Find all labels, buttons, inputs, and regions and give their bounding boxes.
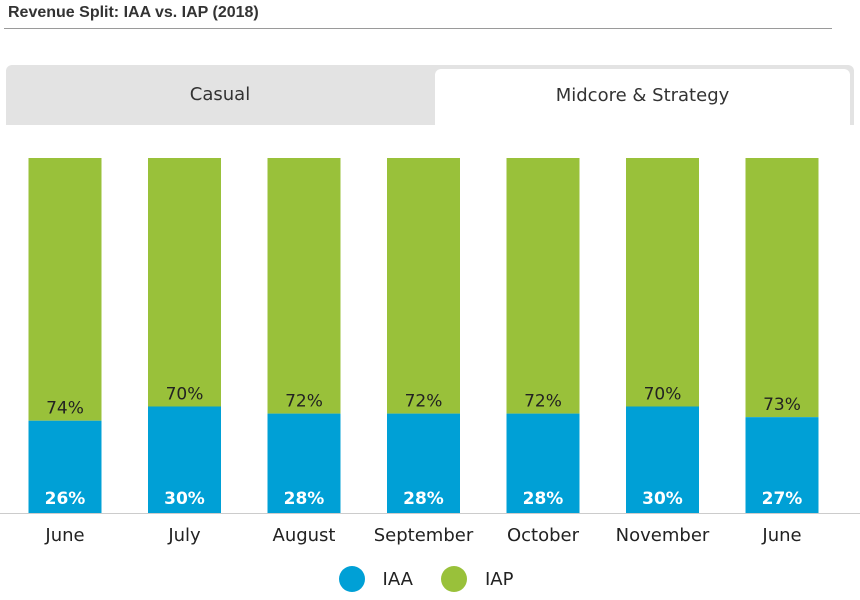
bar-iaa-4 (506, 413, 580, 513)
bar-iap-6 (745, 158, 819, 418)
tab-casual[interactable]: Casual (189, 84, 251, 105)
bar-iap-5 (626, 158, 699, 407)
data-label-iap-5: 70% (644, 385, 682, 405)
data-label-iap-6: 73% (763, 395, 801, 415)
data-label-iaa-3: 28% (403, 489, 444, 509)
x-tick-label-1: July (167, 525, 201, 546)
x-tick-label-3: September (374, 525, 474, 546)
legend-label-iaa: IAA (382, 568, 413, 590)
tab-midcore-strategy[interactable]: Midcore & Strategy (435, 69, 850, 125)
data-label-iaa-5: 30% (642, 489, 683, 509)
bar-iap-4 (506, 158, 580, 414)
x-tick-label-6: June (761, 525, 801, 546)
data-label-iap-1: 70% (166, 385, 204, 405)
data-label-iap-3: 72% (405, 392, 443, 412)
bar-iaa-2 (267, 413, 341, 513)
tab-bar: Casual Midcore & Strategy (6, 65, 854, 125)
data-label-iaa-1: 30% (164, 489, 205, 509)
legend-label-iap: IAP (484, 568, 514, 590)
bar-iaa-6 (745, 417, 819, 513)
stacked-bar-chart: 26% 74% June 30% 70% July 28% 72% August 28% 72% Se… (0, 158, 860, 546)
data-label-iaa-4: 28% (523, 489, 564, 509)
bar-iap-1 (148, 158, 221, 407)
data-label-iap-2: 72% (285, 392, 323, 412)
bar-iaa-5 (626, 406, 699, 513)
bar-iaa-3 (387, 413, 460, 513)
x-tick-label-2: August (273, 525, 336, 546)
data-label-iaa-0: 26% (45, 489, 86, 509)
data-label-iap-0: 74% (46, 399, 84, 419)
bar-iap-0 (28, 158, 102, 421)
bar-iap-3 (387, 158, 460, 414)
legend-swatch-iaa (338, 566, 365, 592)
chart-title: Revenue Split: IAA vs. IAP (2018) (8, 4, 259, 21)
x-tick-label-0: June (44, 525, 84, 546)
legend-swatch-iap (440, 566, 467, 592)
x-tick-label-5: November (616, 525, 710, 546)
bar-iap-2 (267, 158, 341, 414)
data-label-iaa-6: 27% (762, 489, 803, 509)
bar-iaa-1 (148, 406, 221, 513)
data-label-iaa-2: 28% (284, 489, 325, 509)
legend-item-iap[interactable]: IAP (440, 566, 521, 592)
title-divider (4, 28, 832, 29)
bar-iaa-0 (28, 420, 102, 513)
x-tick-label-4: October (507, 525, 580, 546)
legend-item-iaa[interactable]: IAA (338, 566, 421, 592)
data-label-iap-4: 72% (524, 392, 562, 412)
legend: IAA IAP (0, 564, 860, 594)
